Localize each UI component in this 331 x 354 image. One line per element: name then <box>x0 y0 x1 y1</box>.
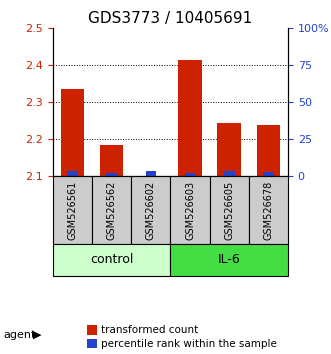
Bar <box>257 125 280 176</box>
Text: IL-6: IL-6 <box>218 253 241 267</box>
Text: control: control <box>90 253 133 267</box>
Text: GSM526603: GSM526603 <box>185 181 195 240</box>
Text: agent: agent <box>3 330 36 339</box>
Bar <box>61 90 84 176</box>
FancyBboxPatch shape <box>131 176 170 244</box>
Bar <box>185 173 195 176</box>
FancyBboxPatch shape <box>170 244 288 276</box>
FancyBboxPatch shape <box>92 176 131 244</box>
Text: GSM526605: GSM526605 <box>224 181 234 240</box>
Text: GSM526562: GSM526562 <box>107 181 117 240</box>
Bar <box>107 173 117 176</box>
Bar <box>146 171 156 176</box>
FancyBboxPatch shape <box>53 176 92 244</box>
Text: GSM526561: GSM526561 <box>68 181 77 240</box>
Bar <box>178 60 202 176</box>
Title: GDS3773 / 10405691: GDS3773 / 10405691 <box>88 11 253 26</box>
Text: ▶: ▶ <box>33 330 42 339</box>
FancyBboxPatch shape <box>53 244 170 276</box>
Bar <box>224 171 234 176</box>
Bar <box>67 171 78 176</box>
Legend: transformed count, percentile rank within the sample: transformed count, percentile rank withi… <box>87 325 277 349</box>
FancyBboxPatch shape <box>210 176 249 244</box>
Text: GSM526602: GSM526602 <box>146 181 156 240</box>
Bar <box>263 172 274 176</box>
Bar <box>100 145 123 176</box>
Text: GSM526678: GSM526678 <box>263 181 273 240</box>
FancyBboxPatch shape <box>170 176 210 244</box>
Bar <box>217 123 241 176</box>
FancyBboxPatch shape <box>249 176 288 244</box>
